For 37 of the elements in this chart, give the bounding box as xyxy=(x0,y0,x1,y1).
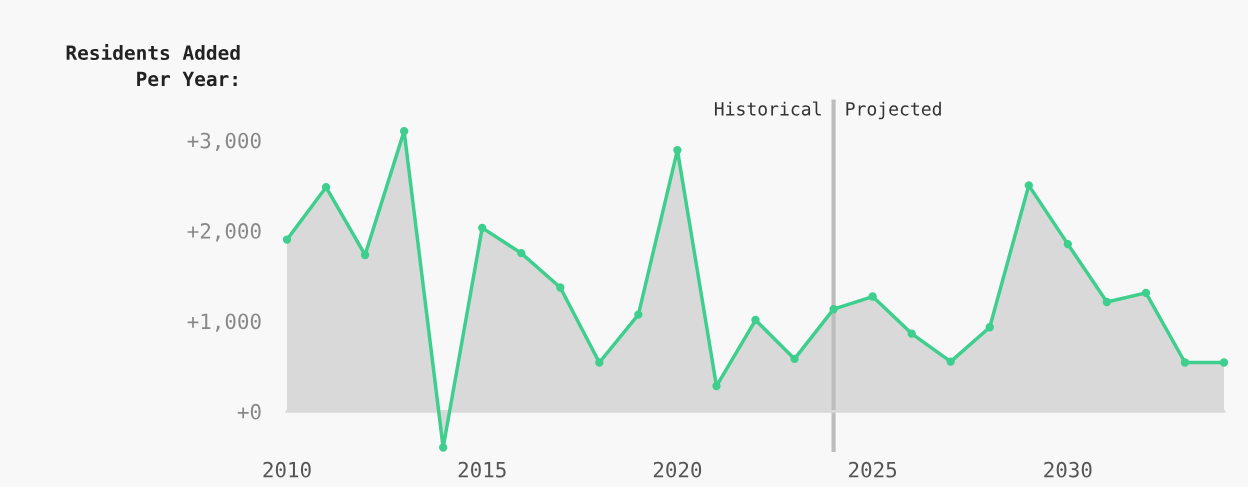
point xyxy=(399,126,409,136)
point xyxy=(321,183,331,192)
x-tick-label: 2010 xyxy=(263,461,311,478)
point xyxy=(438,443,448,452)
x-tick-label: 2015 xyxy=(458,461,506,478)
y-tick-label: +3,000 xyxy=(187,132,261,152)
point xyxy=(829,305,838,314)
x-tick-label: 2030 xyxy=(1044,461,1092,478)
point xyxy=(946,357,955,366)
x-tick-label: 2025 xyxy=(849,461,897,478)
point xyxy=(1102,297,1112,307)
point xyxy=(556,283,565,292)
point xyxy=(751,315,760,325)
y-axis-title: Residents Added Per Year: xyxy=(66,43,240,87)
point xyxy=(1180,358,1190,367)
point xyxy=(1141,288,1151,298)
point xyxy=(1063,239,1073,249)
point xyxy=(595,358,604,367)
point xyxy=(478,223,487,233)
point xyxy=(985,323,994,332)
y-tick-label: +1,000 xyxy=(187,313,261,332)
point xyxy=(517,248,526,258)
point xyxy=(1219,358,1229,367)
point xyxy=(712,381,721,391)
point xyxy=(673,145,682,155)
y-tick-label: +2,000 xyxy=(187,223,261,242)
point xyxy=(360,250,370,260)
point xyxy=(634,310,643,319)
point xyxy=(1024,181,1033,190)
x-tick-label: 2020 xyxy=(653,461,702,478)
point xyxy=(907,329,916,338)
annotation: Historical xyxy=(714,101,821,116)
point xyxy=(868,292,877,301)
annotation: Projected xyxy=(846,101,941,120)
point xyxy=(282,235,292,244)
y-tick-label: +0 xyxy=(237,403,261,420)
point xyxy=(790,354,799,364)
